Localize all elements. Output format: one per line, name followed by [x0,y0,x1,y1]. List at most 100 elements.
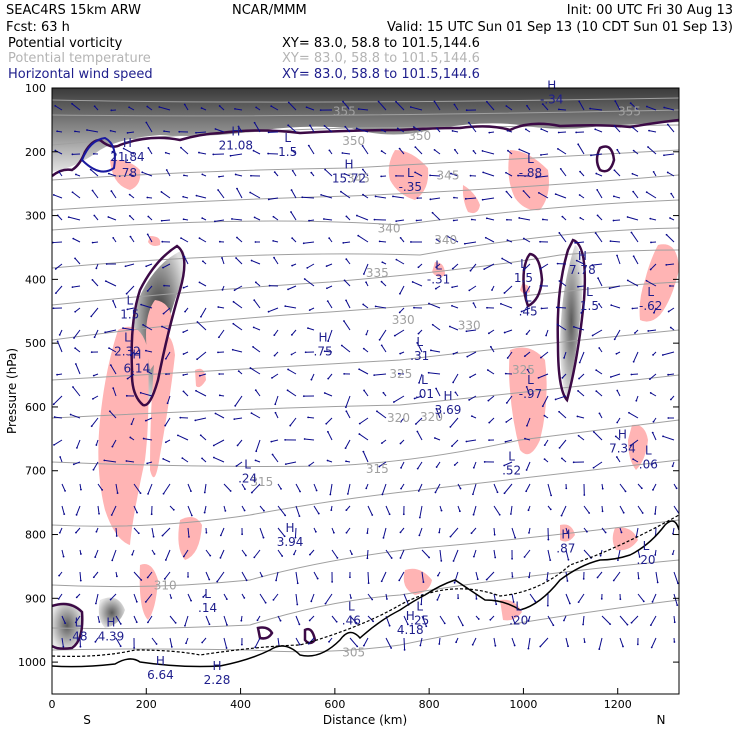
wind-vector-head [472,513,475,516]
wind-vector-head [577,143,580,146]
wind-vector [344,173,351,177]
wind-vector [111,549,117,561]
wind-vector-head [578,361,581,364]
wind-vector-head [180,146,182,149]
wind-vector-head [380,150,383,152]
wind-vector [667,124,675,133]
wind-vector-head [392,195,394,198]
wind-vector-head [119,623,122,625]
wind-vector [291,237,297,243]
wind-vector-head [567,558,570,561]
wind-vector [55,150,63,155]
wind-vector-head [582,578,585,580]
hl-value: 6.64 [147,668,174,682]
wind-vector [590,108,603,111]
wind-vector [454,104,459,111]
wind-vector-head [452,352,455,355]
hl-marker: L1.5 [278,131,297,159]
wind-vector-head [631,126,634,129]
wind-vector-head [438,643,441,645]
wind-vector-head [323,392,326,394]
wind-vector-head [434,491,437,494]
wind-vector-head [58,333,61,336]
wind-vector-head [400,487,402,490]
wind-vector-head [670,192,673,195]
wind-vector [131,417,135,425]
wind-vector-head [645,279,648,282]
wind-vector [200,434,207,441]
wind-vector [500,303,513,309]
wind-vector [595,232,603,243]
wind-vector-head [184,624,186,627]
wind-vector [61,637,64,647]
wind-vector-head [540,307,543,310]
wind-vector-head [398,311,401,314]
wind-vector-head [418,516,421,519]
wind-vector-head [112,387,115,390]
wind-vector-head [146,290,149,292]
hl-type: H [618,427,627,441]
wind-vector [93,461,99,471]
wind-vector [55,263,63,270]
wind-vector-head [236,444,239,447]
wind-vector [649,373,657,380]
wind-vector-head [556,262,559,265]
wind-vector-head [528,576,530,579]
wind-vector-head [284,305,287,308]
wind-vector [447,235,459,243]
wind-vector [555,395,567,400]
wind-vector-head [163,284,165,287]
wind-vector [277,483,282,490]
wind-vector-head [583,494,586,496]
wind-vector-head [271,377,273,379]
wind-vector-head [198,281,201,284]
wind-vector-head [244,488,246,491]
wind-vector [218,329,225,338]
wind-vector-head [613,338,616,341]
wind-vector-head [505,171,507,174]
wind-vector [295,571,299,584]
wind-vector [112,300,117,309]
wind-vector-head [109,129,112,132]
wind-vector-head [361,168,364,171]
wind-vector [525,285,531,294]
hl-type: L [515,600,522,614]
wind-vector-head [182,353,185,355]
wind-vector-head [92,576,95,579]
wind-vector-head [256,619,259,622]
wind-vector [667,172,675,177]
wind-vector-head [577,601,580,603]
wind-vector [325,593,333,604]
wind-vector [526,386,531,397]
wind-vector-head [471,643,474,646]
wind-vector [432,324,441,331]
wind-vector [511,527,516,538]
wind-vector-head [598,648,601,650]
wind-vector-head [616,148,619,151]
wind-vector [183,256,189,265]
hl-value: 3.94 [277,535,304,549]
wind-vector-head [145,349,147,352]
wind-vector-head [654,554,657,556]
wind-vector [254,637,261,648]
wind-vector-head [595,172,598,175]
wind-vector-head [626,216,629,218]
y-tick-label: 800 [25,529,46,542]
wind-vector [287,368,297,375]
wind-vector-head [565,487,568,490]
wind-vector-head [527,619,530,622]
wind-vector [486,101,495,111]
wind-vector-head [343,172,346,175]
wind-vector [412,281,423,287]
wind-vector-head [283,535,286,538]
wind-vector [505,172,513,177]
wind-vector-head [399,236,402,239]
wind-vector [400,527,405,533]
wind-vector-head [64,622,67,625]
wind-vector-head [523,355,526,358]
wind-vector-head [271,453,274,456]
wind-vector-head [109,598,112,601]
wind-vector-head [558,232,561,234]
wind-vector-head [328,640,330,643]
wind-vector [253,326,261,331]
